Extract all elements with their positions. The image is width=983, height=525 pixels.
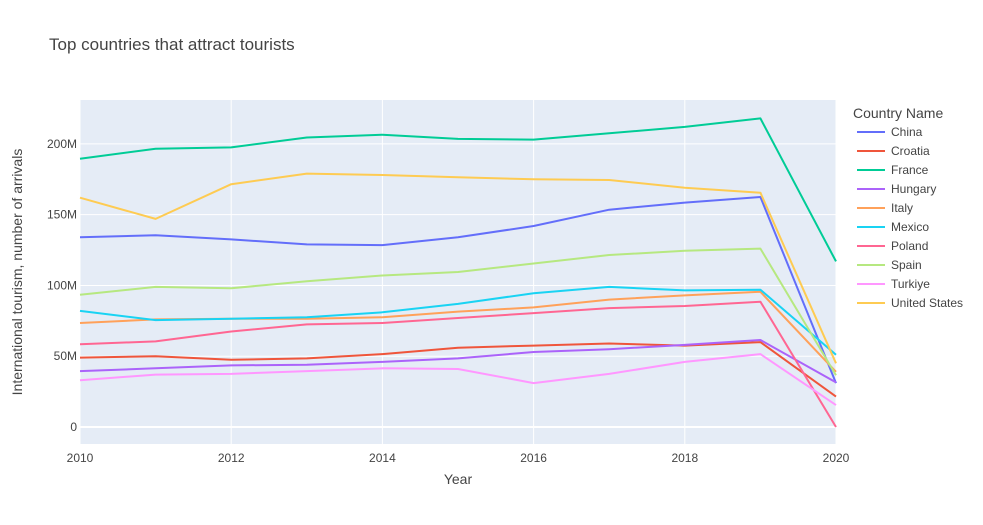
x-tick-label: 2016 (520, 451, 547, 465)
legend-item-poland[interactable]: Poland (857, 239, 928, 253)
legend-item-france[interactable]: France (857, 163, 929, 177)
y-tick-label: 150M (47, 208, 77, 222)
legend-label: United States (891, 296, 963, 310)
chart-title: Top countries that attract tourists (49, 35, 295, 54)
legend: Country Name China Croatia France Hungary It… (853, 105, 963, 310)
legend-item-mexico[interactable]: Mexico (857, 220, 929, 234)
legend-label: Mexico (891, 220, 929, 234)
legend-item-united-states[interactable]: United States (857, 296, 963, 310)
x-tick-label: 2010 (67, 451, 94, 465)
y-tick-label: 50M (54, 349, 77, 363)
y-tick-label: 200M (47, 137, 77, 151)
x-tick-label: 2020 (823, 451, 850, 465)
y-axis-ticks: 0 50M 100M 150M 200M (47, 137, 77, 434)
series-line-mexico[interactable] (79, 285, 837, 356)
y-tick-label: 100M (47, 278, 77, 292)
x-axis-ticks: 2010 2012 2014 2016 2018 2020 (67, 451, 850, 465)
legend-label: Turkiye (891, 277, 930, 291)
legend-item-turkiye[interactable]: Turkiye (857, 277, 930, 291)
series-line-turkiye[interactable] (79, 353, 837, 406)
x-axis-title: Year (444, 471, 473, 487)
series-line-china[interactable] (79, 196, 837, 384)
series-lines (79, 117, 837, 428)
legend-title: Country Name (853, 105, 943, 121)
legend-item-croatia[interactable]: Croatia (857, 144, 930, 158)
grid (79, 100, 837, 444)
legend-label: France (891, 163, 929, 177)
series-line-hungary[interactable] (79, 339, 837, 384)
legend-label: China (891, 125, 923, 139)
series-line-spain[interactable] (79, 247, 837, 376)
legend-label: Croatia (891, 144, 930, 158)
x-tick-label: 2014 (369, 451, 396, 465)
series-line-poland[interactable] (79, 300, 837, 428)
legend-item-italy[interactable]: Italy (857, 201, 913, 215)
series-line-croatia[interactable] (79, 341, 837, 398)
legend-label: Italy (891, 201, 913, 215)
x-tick-label: 2012 (218, 451, 245, 465)
x-tick-label: 2018 (671, 451, 698, 465)
series-line-france[interactable] (79, 117, 837, 262)
y-axis-title: International tourism, number of arrival… (9, 149, 25, 396)
legend-label: Spain (891, 258, 922, 272)
legend-label: Poland (891, 239, 928, 253)
y-tick-label: 0 (70, 420, 77, 434)
series-line-united-states[interactable] (79, 172, 837, 364)
legend-item-china[interactable]: China (857, 125, 923, 139)
legend-item-hungary[interactable]: Hungary (857, 182, 936, 196)
legend-item-spain[interactable]: Spain (857, 258, 922, 272)
legend-label: Hungary (891, 182, 936, 196)
